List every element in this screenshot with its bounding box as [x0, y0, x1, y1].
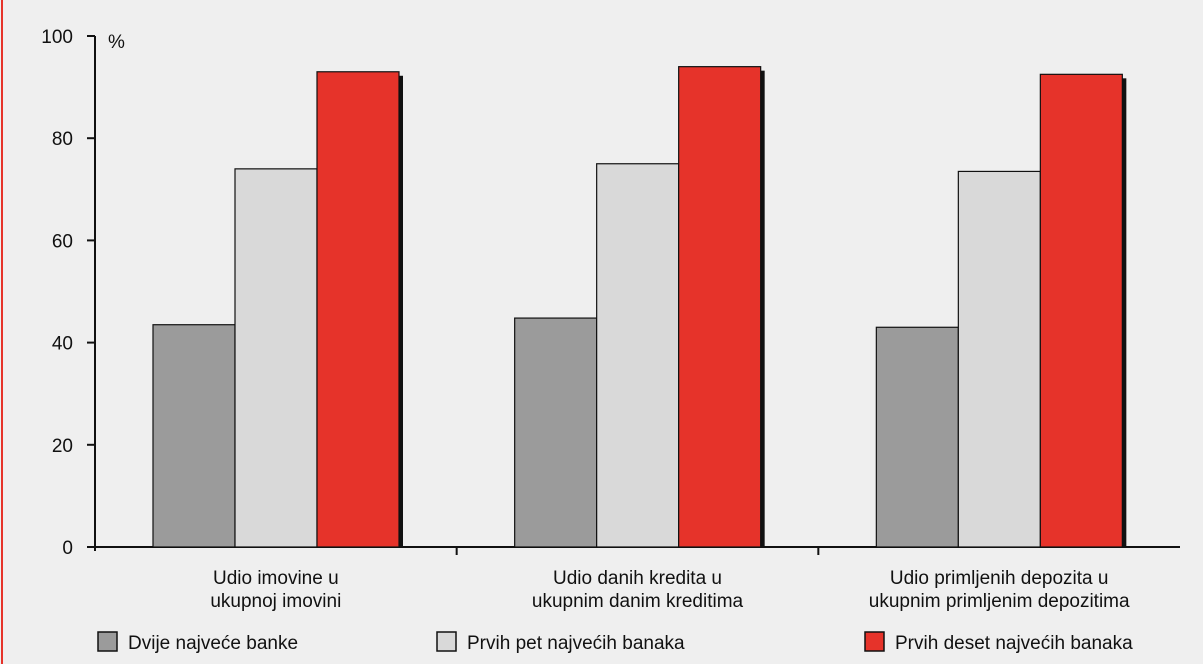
bar — [152, 324, 236, 548]
y-unit-label: % — [108, 32, 125, 53]
y-tick-label: 0 — [62, 538, 73, 559]
legend: Dvije najveće banke Prvih pet najvećih ba… — [97, 631, 1133, 654]
legend-swatch — [436, 631, 457, 652]
category-label: Udio imovine u ukupnoj imovini — [210, 568, 341, 612]
bar — [875, 326, 959, 548]
category-labels: Udio imovine u ukupnoj imovini Udio danih … — [210, 568, 1130, 612]
bars — [152, 66, 1127, 548]
bar — [957, 170, 1041, 548]
bar — [234, 168, 318, 548]
legend-swatch — [97, 631, 118, 652]
legend-swatch — [864, 631, 885, 652]
bar — [1039, 73, 1123, 548]
bar — [596, 163, 680, 548]
legend-label: Prvih pet najvećih banaka — [467, 633, 685, 654]
category-label: Udio primljenih depozita u ukupnim primlj… — [869, 568, 1130, 612]
category-label: Udio danih kredita u ukupnim danim kredit… — [532, 568, 744, 612]
bar — [514, 317, 598, 548]
bar — [678, 66, 762, 548]
y-tick-label: 60 — [52, 231, 73, 252]
bar — [316, 71, 400, 548]
legend-label: Dvije najveće banke — [128, 633, 298, 654]
y-tick-label: 80 — [52, 129, 73, 150]
y-tick-label: 40 — [52, 334, 73, 355]
y-tick-label: 20 — [52, 436, 73, 457]
y-tick-label: 100 — [41, 27, 73, 48]
legend-label: Prvih deset najvećih banaka — [895, 633, 1133, 654]
